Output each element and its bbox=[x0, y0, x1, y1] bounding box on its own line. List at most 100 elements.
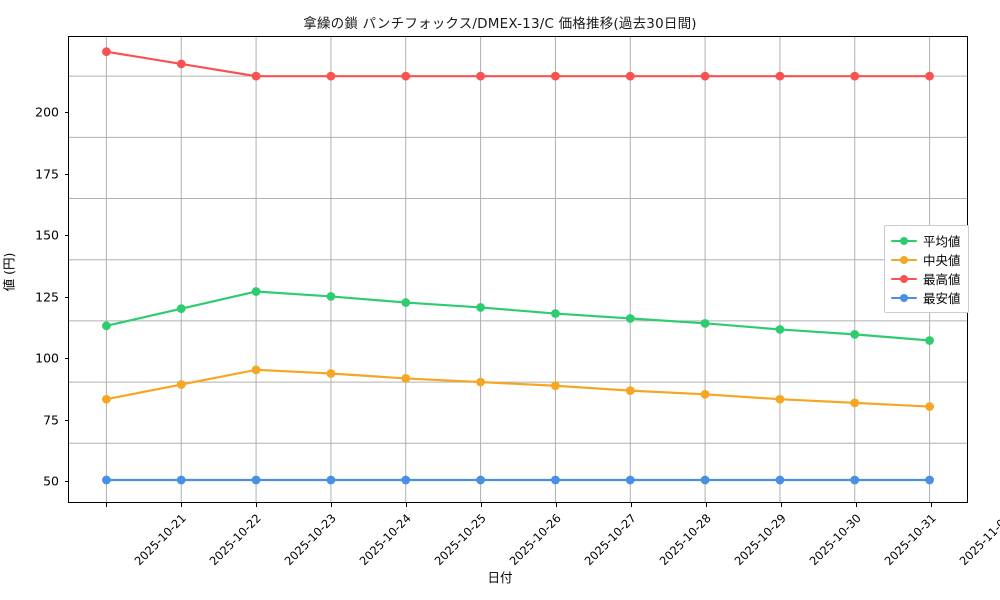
data-point bbox=[251, 475, 261, 485]
data-point bbox=[326, 292, 336, 301]
y-tick-mark bbox=[65, 296, 69, 298]
legend-item-0[interactable]: 平均値 bbox=[891, 231, 961, 250]
data-point bbox=[850, 329, 860, 339]
x-tick-mark bbox=[930, 503, 932, 507]
plot-area: 50 75 100 125 150 175 200 bbox=[35, 36, 968, 503]
y-tick-label: 200 bbox=[35, 104, 59, 120]
data-point bbox=[102, 47, 111, 57]
data-point bbox=[925, 71, 934, 81]
data-point bbox=[775, 325, 785, 334]
y-tick-label: 100 bbox=[35, 350, 59, 366]
x-tick-label: 2025-10-26 bbox=[506, 511, 564, 569]
data-point bbox=[775, 394, 785, 404]
y-tick-mark bbox=[65, 358, 69, 360]
data-point bbox=[251, 365, 261, 375]
data-point bbox=[551, 475, 560, 485]
legend-swatch-icon bbox=[891, 273, 917, 285]
x-tick-mark bbox=[555, 503, 557, 507]
legend-item-2[interactable]: 最高値 bbox=[891, 269, 961, 288]
data-point bbox=[176, 475, 186, 485]
data-point bbox=[476, 303, 485, 312]
legend-item-3[interactable]: 最安値 bbox=[891, 288, 961, 307]
y-axis-title: 値 (円) bbox=[1, 252, 17, 292]
x-tick-label: 2025-10-22 bbox=[206, 511, 264, 569]
data-point bbox=[625, 386, 635, 396]
data-point bbox=[700, 318, 710, 328]
data-point bbox=[850, 71, 860, 81]
data-point bbox=[551, 381, 560, 391]
legend-swatch-icon bbox=[891, 235, 917, 247]
data-point bbox=[476, 71, 485, 81]
y-tick-label: 175 bbox=[35, 166, 59, 182]
x-tick-mark bbox=[180, 503, 182, 507]
data-point bbox=[476, 377, 485, 387]
x-tick-mark bbox=[255, 503, 257, 507]
data-point bbox=[925, 336, 934, 345]
series-line-2 bbox=[105, 50, 931, 78]
x-tick-label: 2025-10-30 bbox=[806, 511, 864, 569]
data-point bbox=[176, 59, 186, 69]
data-point bbox=[401, 475, 411, 485]
y-tick-mark bbox=[65, 173, 69, 175]
x-tick-mark bbox=[480, 503, 482, 507]
data-point bbox=[102, 394, 111, 404]
y-tick-label: 150 bbox=[35, 227, 59, 243]
data-point bbox=[775, 71, 785, 81]
x-tick-label: 2025-10-23 bbox=[281, 511, 339, 569]
x-tick-label: 2025-11-01 bbox=[956, 511, 1000, 569]
x-tick-mark bbox=[630, 503, 632, 507]
legend-label: 平均値 bbox=[923, 234, 961, 249]
x-tick-mark bbox=[330, 503, 332, 507]
x-tick-mark bbox=[105, 503, 107, 507]
data-point bbox=[551, 309, 560, 318]
chart-title: 拿繰の鎖 パンチフォックス/DMEX-13/C 価格推移(過去30日間) bbox=[303, 16, 697, 32]
data-point bbox=[850, 475, 860, 485]
x-tick-label: 2025-10-28 bbox=[656, 511, 714, 569]
y-tick-mark bbox=[65, 419, 69, 421]
x-tick-label: 2025-10-21 bbox=[131, 511, 189, 569]
data-point bbox=[176, 304, 186, 314]
x-tick-mark bbox=[780, 503, 782, 507]
legend-swatch-icon bbox=[891, 292, 917, 304]
y-tick-mark bbox=[65, 235, 69, 237]
data-point bbox=[476, 475, 485, 485]
y-tick-label: 50 bbox=[43, 473, 59, 489]
data-point bbox=[401, 374, 411, 383]
x-tick-mark bbox=[855, 503, 857, 507]
chart-legend[interactable]: 平均値中央値最高値最安値 bbox=[884, 225, 969, 313]
series-line-0 bbox=[105, 290, 931, 342]
data-point bbox=[625, 314, 635, 323]
y-tick-mark bbox=[65, 481, 69, 482]
legend-label: 中央値 bbox=[923, 253, 961, 268]
data-point bbox=[775, 475, 785, 485]
legend-label: 最安値 bbox=[923, 291, 961, 306]
data-point bbox=[401, 71, 411, 81]
data-point bbox=[102, 321, 111, 331]
data-point bbox=[700, 475, 710, 485]
data-point bbox=[251, 287, 261, 296]
data-point bbox=[700, 71, 710, 81]
data-point bbox=[326, 71, 336, 81]
legend-item-1[interactable]: 中央値 bbox=[891, 250, 961, 269]
grid-layer bbox=[69, 37, 967, 502]
data-point bbox=[401, 298, 411, 307]
x-tick-label: 2025-10-25 bbox=[431, 511, 489, 569]
series-line-1 bbox=[105, 368, 931, 408]
data-point bbox=[850, 398, 860, 408]
series-layer bbox=[102, 47, 934, 485]
data-point bbox=[925, 402, 934, 411]
x-tick-label: 2025-10-31 bbox=[881, 511, 939, 569]
data-point bbox=[176, 380, 186, 389]
data-point bbox=[625, 71, 635, 81]
data-point bbox=[251, 71, 261, 81]
x-axis-title: 日付 bbox=[487, 570, 513, 585]
x-axis-tick-labels: 2025-10-21 2025-10-22 2025-10-23 2025-10-24… bbox=[68, 503, 1000, 573]
legend-label: 最高値 bbox=[923, 272, 961, 287]
x-tick-label: 2025-10-24 bbox=[356, 511, 414, 569]
x-tick-label: 2025-10-29 bbox=[731, 511, 789, 569]
y-tick-label: 75 bbox=[43, 412, 59, 428]
data-point bbox=[925, 475, 934, 485]
data-point bbox=[326, 475, 336, 485]
legend-swatch-icon bbox=[891, 254, 917, 266]
